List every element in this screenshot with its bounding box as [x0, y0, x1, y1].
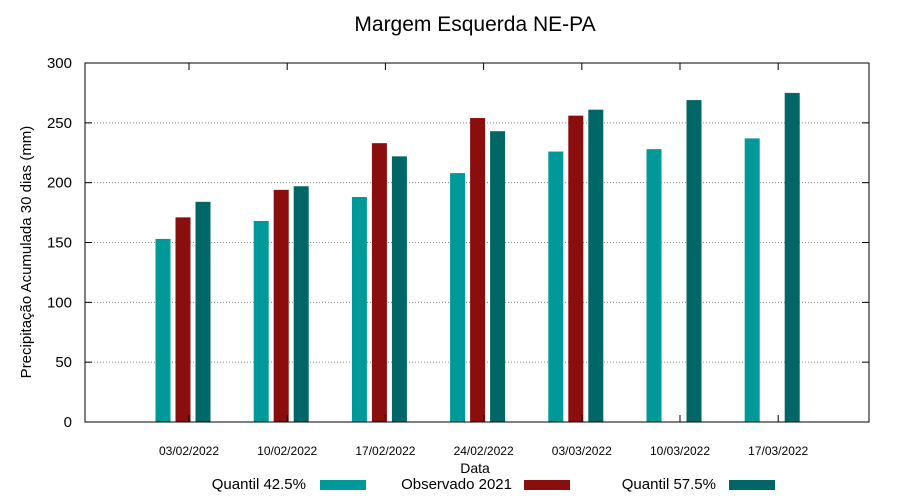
- bar: [253, 220, 269, 422]
- y-axis-label: Precipitação Acumulada 30 dias (mm): [18, 126, 35, 379]
- x-tick-label: 17/03/2022: [748, 444, 808, 458]
- y-tick-label: 0: [64, 414, 72, 431]
- bar: [371, 143, 387, 422]
- bar: [175, 217, 191, 422]
- bar: [293, 186, 309, 422]
- bar: [744, 138, 760, 422]
- x-axis-ticks: 03/02/2022 10/02/2022 17/02/2022 24/02/2022…: [159, 63, 809, 458]
- bar: [646, 149, 662, 422]
- y-tick-label: 150: [47, 235, 72, 252]
- x-tick-label: 03/02/2022: [159, 444, 219, 458]
- y-tick-label: 300: [47, 55, 72, 72]
- x-axis-label: Data: [460, 460, 490, 476]
- y-axis-ticks: 0 50 100 150 200 250 300: [47, 55, 869, 431]
- y-tick-label: 50: [55, 354, 72, 371]
- x-tick-label: 24/02/2022: [454, 444, 514, 458]
- y-tick-label: 200: [47, 175, 72, 192]
- legend-swatch: [320, 480, 366, 490]
- x-tick-label: 10/03/2022: [650, 444, 710, 458]
- chart-title: Margem Esquerda NE-PA: [354, 13, 595, 36]
- legend: Quantil 42.5% Observado 2021 Quantil 57.5%: [212, 476, 775, 493]
- bar: [273, 189, 289, 422]
- y-tick-label: 100: [47, 294, 72, 311]
- bar: [450, 173, 466, 422]
- bar: [391, 156, 407, 422]
- legend-label: Quantil 57.5%: [622, 476, 716, 493]
- x-tick-label: 17/02/2022: [355, 444, 415, 458]
- legend-label: Observado 2021: [401, 476, 512, 493]
- bar: [351, 197, 367, 422]
- x-tick-label: 03/03/2022: [552, 444, 612, 458]
- bar: [470, 118, 486, 423]
- bar: [490, 131, 506, 422]
- bar: [686, 100, 702, 422]
- bars: [155, 92, 800, 423]
- bar: [548, 151, 564, 422]
- legend-swatch: [729, 480, 775, 490]
- bar: [155, 238, 171, 422]
- bar: [195, 201, 211, 422]
- y-tick-label: 250: [47, 115, 72, 132]
- bar: [784, 92, 800, 423]
- bar: [568, 115, 584, 423]
- legend-swatch: [524, 480, 570, 490]
- x-tick-label: 10/02/2022: [257, 444, 317, 458]
- bar: [588, 109, 604, 423]
- legend-label: Quantil 42.5%: [212, 476, 306, 493]
